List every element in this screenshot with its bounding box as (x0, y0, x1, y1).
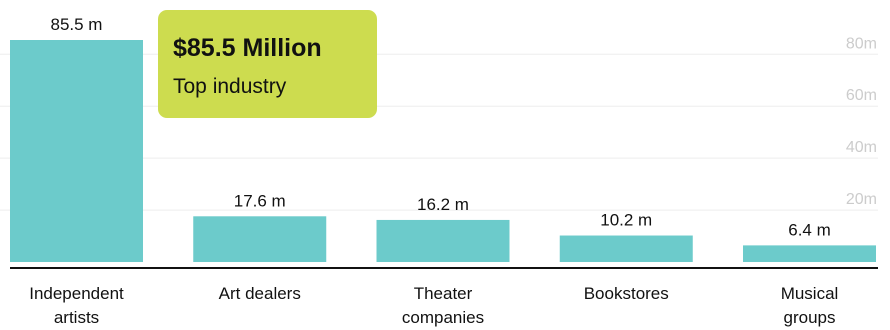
bar (376, 219, 510, 262)
bar (743, 245, 876, 262)
x-tick-label: companies (402, 308, 484, 327)
data-label: 16.2 m (417, 195, 469, 214)
x-tick-label: artists (54, 308, 99, 327)
data-label: 6.4 m (788, 220, 831, 239)
bar (10, 40, 143, 262)
x-tick-label: Art dealers (219, 284, 301, 303)
data-label: 85.5 m (51, 15, 103, 34)
x-tick-label: Theater (414, 284, 473, 303)
top-industry-callout: $85.5 Million Top industry (158, 10, 377, 118)
x-tick-label: Independent (29, 284, 124, 303)
callout-label: Top industry (173, 75, 287, 98)
x-tick-label: groups (784, 308, 836, 327)
y-tick-label: 40m (846, 139, 877, 156)
x-tick-label: Musical (781, 284, 839, 303)
data-label: 10.2 m (600, 211, 652, 230)
y-tick-label: 60m (846, 87, 877, 104)
y-tick-label: 20m (846, 191, 877, 208)
bar (559, 235, 693, 262)
callout-value: $85.5 Million (173, 34, 322, 62)
x-tick-label: Bookstores (584, 284, 669, 303)
data-label: 17.6 m (234, 191, 286, 210)
bar (193, 216, 327, 262)
y-tick-label: 80m (846, 35, 877, 52)
